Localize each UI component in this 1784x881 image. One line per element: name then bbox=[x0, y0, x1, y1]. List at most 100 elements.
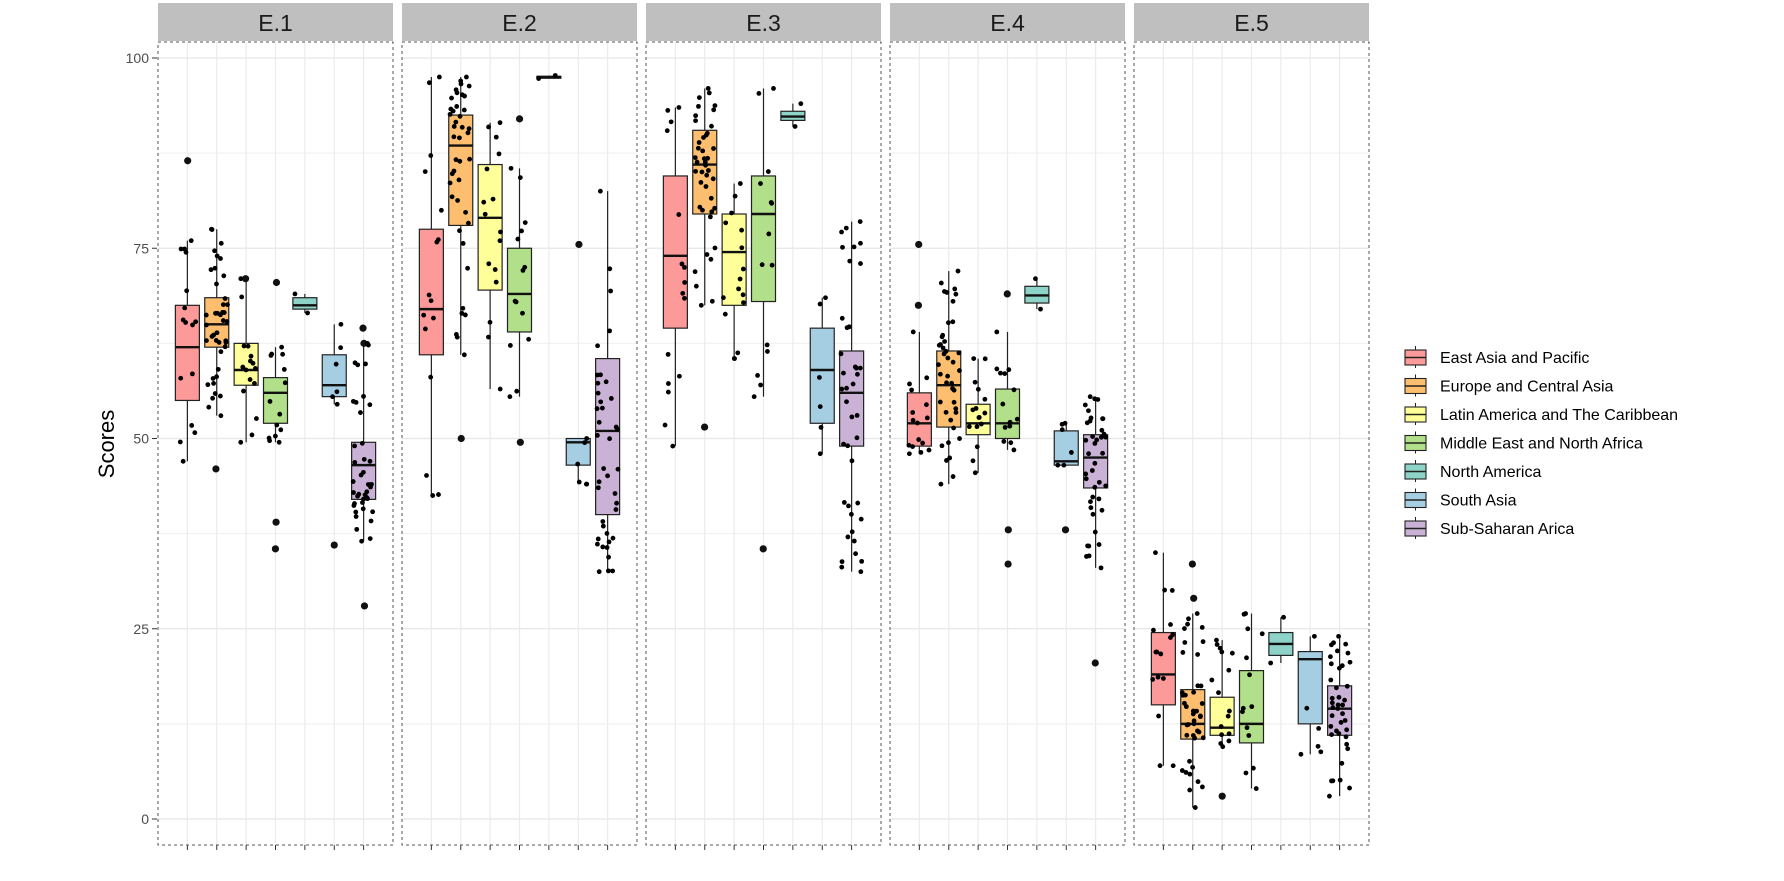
jitter-point bbox=[212, 391, 218, 396]
jitter-point bbox=[839, 229, 844, 235]
jitter-point bbox=[351, 490, 356, 495]
jitter-point bbox=[692, 269, 698, 275]
jitter-point bbox=[693, 118, 698, 124]
jitter-point bbox=[972, 379, 978, 385]
jitter-point bbox=[1180, 650, 1186, 655]
jitter-point bbox=[1338, 720, 1344, 725]
jitter-point bbox=[1006, 367, 1012, 373]
panel-border bbox=[889, 41, 1126, 846]
jitter-point bbox=[708, 256, 714, 262]
jitter-point bbox=[1218, 741, 1224, 746]
jitter-point bbox=[1088, 415, 1094, 421]
jitter-point bbox=[214, 330, 220, 336]
jitter-point bbox=[766, 231, 772, 237]
jitter-point bbox=[1092, 529, 1098, 535]
jitter-point bbox=[971, 356, 977, 361]
jitter-point bbox=[277, 411, 283, 417]
jitter-point bbox=[370, 509, 376, 515]
jitter-point bbox=[487, 319, 493, 325]
jitter-point bbox=[368, 518, 374, 524]
box-sub-saharan-arica bbox=[350, 324, 377, 610]
jitter-point bbox=[849, 414, 855, 420]
jitter-point bbox=[536, 76, 542, 81]
jitter-point bbox=[177, 439, 183, 445]
jitter-point bbox=[608, 396, 614, 401]
jitter-point bbox=[771, 86, 776, 91]
box-east-asia-and-pacific bbox=[906, 240, 932, 457]
jitter-point bbox=[1162, 587, 1168, 593]
jitter-point bbox=[737, 181, 743, 186]
box-sub-saharan-arica bbox=[1082, 394, 1109, 667]
jitter-point bbox=[360, 469, 366, 475]
outlier-point bbox=[1003, 290, 1011, 298]
facet-panel: E.5 bbox=[1133, 3, 1370, 850]
jitter-point bbox=[951, 399, 957, 405]
jitter-point bbox=[818, 424, 824, 430]
outlier-point bbox=[359, 324, 367, 332]
jitter-point bbox=[582, 440, 588, 446]
jitter-point bbox=[707, 214, 713, 220]
jitter-point bbox=[519, 228, 524, 234]
jitter-point bbox=[211, 332, 217, 338]
box-middle-east-and-north-africa bbox=[1238, 611, 1265, 791]
jitter-point bbox=[1340, 711, 1345, 717]
jitter-point bbox=[1038, 306, 1043, 312]
jitter-point bbox=[606, 554, 611, 560]
jitter-point bbox=[957, 368, 962, 373]
box-body bbox=[1297, 650, 1323, 725]
jitter-point bbox=[193, 319, 199, 325]
jitter-point bbox=[465, 130, 471, 136]
jitter-point bbox=[1226, 667, 1232, 673]
jitter-point bbox=[526, 336, 532, 342]
panel-border bbox=[401, 41, 638, 846]
jitter-point bbox=[926, 447, 932, 453]
jitter-point bbox=[665, 351, 671, 357]
jitter-point bbox=[846, 503, 851, 509]
box-south-asia bbox=[321, 321, 347, 549]
jitter-point bbox=[486, 261, 492, 267]
jitter-point bbox=[208, 267, 214, 273]
jitter-point bbox=[792, 124, 798, 129]
jitter-point bbox=[422, 169, 428, 174]
jitter-point bbox=[1061, 462, 1067, 468]
jitter-point bbox=[334, 401, 340, 407]
jitter-point bbox=[1153, 550, 1158, 556]
jitter-point bbox=[846, 324, 852, 330]
jitter-point bbox=[305, 310, 310, 316]
jitter-point bbox=[498, 229, 503, 235]
jitter-point bbox=[1347, 785, 1352, 791]
jitter-point bbox=[1329, 778, 1334, 784]
jitter-point bbox=[1216, 690, 1221, 696]
jitter-point bbox=[694, 159, 700, 165]
jitter-point bbox=[184, 288, 190, 294]
jitter-point bbox=[944, 458, 949, 463]
jitter-point bbox=[451, 124, 457, 129]
jitter-point bbox=[1329, 713, 1335, 719]
box-south-asia bbox=[1053, 420, 1079, 534]
jitter-point bbox=[597, 188, 603, 194]
jitter-point bbox=[338, 345, 344, 351]
jitter-point bbox=[951, 425, 957, 431]
box-body bbox=[994, 388, 1021, 440]
jitter-point bbox=[710, 176, 716, 182]
box-north-america bbox=[780, 101, 806, 129]
jitter-point bbox=[759, 262, 765, 268]
jitter-point bbox=[937, 399, 943, 405]
box-sub-saharan-arica bbox=[594, 188, 621, 575]
jitter-point bbox=[662, 422, 668, 428]
jitter-point bbox=[1225, 713, 1231, 719]
jitter-point bbox=[1241, 611, 1247, 617]
outlier-point bbox=[1004, 526, 1012, 534]
box-latin-america-and-the-caribbean bbox=[1209, 637, 1235, 800]
box-middle-east-and-north-africa bbox=[750, 86, 777, 553]
jitter-point bbox=[1185, 722, 1191, 727]
jitter-point bbox=[705, 86, 711, 91]
legend-item: Middle East and North Africa bbox=[1404, 431, 1643, 454]
jitter-point bbox=[823, 295, 828, 301]
jitter-point bbox=[605, 473, 610, 479]
jitter-point bbox=[1182, 626, 1187, 631]
facet-strip-label: E.2 bbox=[502, 10, 537, 36]
jitter-point bbox=[464, 74, 469, 80]
jitter-point bbox=[460, 240, 466, 246]
y-tick-label: 50 bbox=[133, 431, 149, 447]
